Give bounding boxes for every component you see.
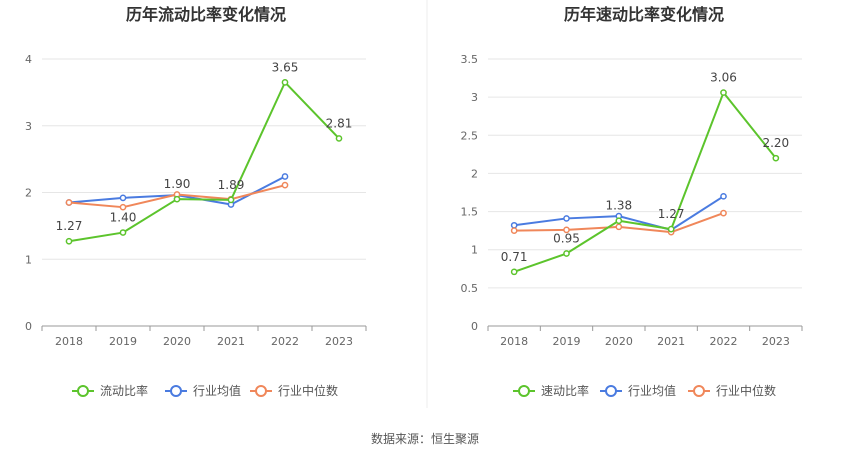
data-point-company[interactable]	[720, 89, 727, 96]
data-label: 1.38	[605, 199, 632, 213]
x-tick-label: 2022	[710, 335, 738, 348]
data-point-industry_median[interactable]	[720, 209, 727, 217]
legend-marker	[77, 385, 89, 397]
x-tick-label: 2023	[762, 335, 790, 348]
x-tick-label: 2021	[217, 335, 245, 348]
legend-item-company[interactable]: 流动比率	[72, 383, 148, 398]
data-label: 1.27	[56, 219, 83, 233]
series-line-company	[68, 81, 340, 243]
data-label: 3.65	[272, 60, 299, 74]
data-point-company[interactable]	[227, 196, 235, 204]
x-tick-label: 2019	[553, 335, 581, 348]
legend-label: 行业中位数	[716, 383, 776, 398]
data-label: 0.71	[501, 250, 528, 264]
data-point-company[interactable]	[281, 79, 289, 86]
x-tick-label: 2021	[657, 335, 685, 348]
legend-label: 行业均值	[193, 383, 241, 398]
legend-label: 流动比率	[100, 383, 148, 398]
legend-item-industry_avg[interactable]: 行业均值	[165, 383, 241, 398]
data-point-company[interactable]	[335, 135, 343, 142]
y-tick-label: 0	[25, 320, 32, 333]
y-tick-label: 3	[471, 91, 478, 104]
data-label: 1.40	[110, 211, 137, 225]
data-point-industry_median[interactable]	[281, 181, 289, 189]
legend-marker	[605, 385, 617, 397]
legend-label: 行业均值	[628, 383, 676, 398]
x-tick-label: 2018	[500, 335, 528, 348]
data-point-company[interactable]	[563, 250, 570, 257]
data-point-industry_median[interactable]	[65, 199, 73, 206]
y-tick-label: 0	[471, 320, 478, 333]
y-tick-label: 1	[471, 244, 478, 257]
y-tick-label: 0.5	[461, 282, 479, 295]
data-label: 1.27	[658, 207, 685, 221]
y-tick-label: 4	[25, 53, 32, 66]
x-tick-label: 2020	[163, 335, 191, 348]
current-ratio-chart: 历年流动比率变化情况 0 1 2 3 4 2018 2019 2020 2021 2022 2023 1…	[25, 5, 367, 398]
chart-title: 历年流动比率变化情况	[126, 5, 286, 24]
y-tick-label: 1.5	[461, 206, 479, 219]
x-tick-label: 2020	[605, 335, 633, 348]
y-tick-label: 2	[471, 167, 478, 180]
legend-item-industry_median[interactable]: 行业中位数	[688, 383, 776, 398]
legend-item-industry_median[interactable]: 行业中位数	[250, 383, 338, 398]
data-point-company[interactable]	[173, 195, 181, 203]
x-tick-label: 2022	[271, 335, 299, 348]
data-point-industry_median[interactable]	[615, 223, 623, 231]
x-tick-label: 2023	[325, 335, 353, 348]
y-tick-label: 1	[25, 253, 32, 266]
data-point-industry_avg[interactable]	[119, 194, 127, 202]
data-label: 2.81	[326, 116, 353, 130]
quick-ratio-chart: 历年速动比率变化情况 0 0.5 1 1.5 2 2.5 3 3.5 2018 2019 2020 20…	[461, 5, 803, 398]
data-point-company[interactable]	[615, 217, 623, 225]
series-line-company	[513, 91, 777, 273]
legend-marker	[255, 385, 267, 397]
data-label: 2.20	[762, 136, 789, 150]
chart-title: 历年速动比率变化情况	[564, 5, 724, 24]
data-point-industry_avg[interactable]	[720, 192, 727, 200]
legend-marker	[693, 385, 705, 397]
legend-label: 速动比率	[541, 383, 589, 398]
legend-item-industry_avg[interactable]: 行业均值	[600, 383, 676, 398]
legend-marker	[518, 385, 530, 397]
data-point-company[interactable]	[510, 268, 518, 276]
data-point-company[interactable]	[772, 154, 780, 162]
data-source: 数据来源：恒生聚源	[371, 431, 479, 446]
data-label: 0.95	[553, 232, 580, 246]
y-tick-label: 2	[25, 187, 32, 200]
data-point-company[interactable]	[667, 225, 675, 233]
data-point-industry_median[interactable]	[563, 226, 570, 234]
data-point-company[interactable]	[65, 237, 73, 245]
data-label: 3.06	[710, 71, 737, 85]
data-point-industry_median[interactable]	[119, 203, 127, 211]
data-point-industry_avg[interactable]	[281, 173, 289, 180]
y-tick-label: 2.5	[461, 129, 479, 142]
legend-marker	[170, 385, 182, 397]
y-tick-label: 3.5	[461, 53, 479, 66]
data-point-industry_median[interactable]	[510, 227, 518, 234]
data-label: 1.89	[218, 178, 245, 192]
data-point-company[interactable]	[119, 229, 127, 236]
x-tick-label: 2018	[55, 335, 83, 348]
y-tick-label: 3	[25, 120, 32, 133]
data-label: 1.90	[164, 177, 191, 191]
x-tick-label: 2019	[109, 335, 137, 348]
data-point-industry_avg[interactable]	[563, 215, 570, 222]
data-point-industry_avg[interactable]	[510, 221, 518, 229]
legend-item-company[interactable]: 速动比率	[513, 383, 589, 398]
legend-label: 行业中位数	[278, 383, 338, 398]
